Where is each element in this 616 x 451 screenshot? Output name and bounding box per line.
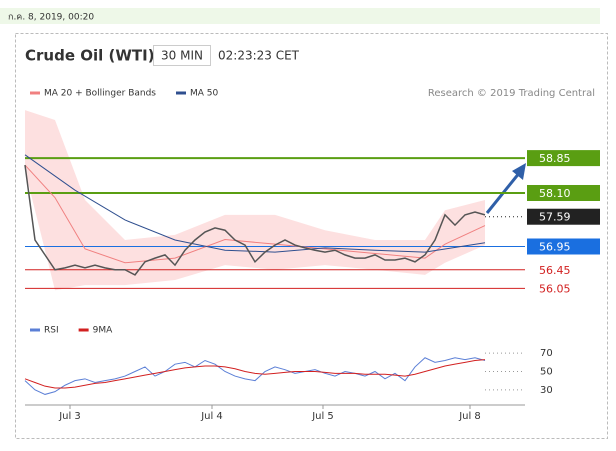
level-label: 58.85	[539, 152, 571, 165]
level-label: 57.59	[539, 211, 571, 224]
x-tick-label: Jul 4	[200, 411, 223, 422]
legend-label: 9MA	[93, 326, 113, 336]
panel	[15, 33, 608, 439]
level-label: 58.10	[539, 187, 571, 200]
legend-label: MA 50	[190, 89, 219, 99]
x-tick-label: Jul 5	[311, 411, 334, 422]
rsi-line	[24, 359, 486, 389]
chart-title: Crude Oil (WTI)	[25, 47, 155, 65]
ma-line	[24, 164, 486, 264]
rsi-line	[24, 357, 486, 395]
arrow-head	[512, 163, 526, 180]
level-label: 56.95	[539, 240, 571, 253]
level-label: 56.45	[539, 264, 571, 277]
ma-line	[24, 154, 486, 253]
bollinger-band	[25, 110, 485, 291]
top-bar	[0, 8, 600, 24]
x-tick-label: Jul 8	[458, 411, 481, 422]
time: 02:23:23 CET	[218, 49, 300, 63]
y-tick-label: 70	[540, 348, 553, 359]
legend-label: MA 20 + Bollinger Bands	[44, 89, 156, 99]
legend-label: RSI	[44, 326, 59, 336]
level-box	[527, 184, 600, 201]
credit: Research © 2019 Trading Central	[428, 88, 595, 99]
level-box	[527, 208, 600, 225]
timeframe-box	[153, 45, 211, 66]
price-line	[24, 164, 486, 276]
level-label: 56.05	[539, 282, 571, 295]
timestamp: ก.ค. 8, 2019, 00:20	[8, 13, 94, 23]
y-tick-label: 30	[540, 385, 553, 396]
y-tick-label: 50	[540, 367, 553, 378]
level-box	[527, 238, 600, 255]
level-box	[527, 150, 600, 167]
x-tick-label: Jul 3	[58, 411, 81, 422]
timeframe: 30 MIN	[161, 49, 203, 63]
